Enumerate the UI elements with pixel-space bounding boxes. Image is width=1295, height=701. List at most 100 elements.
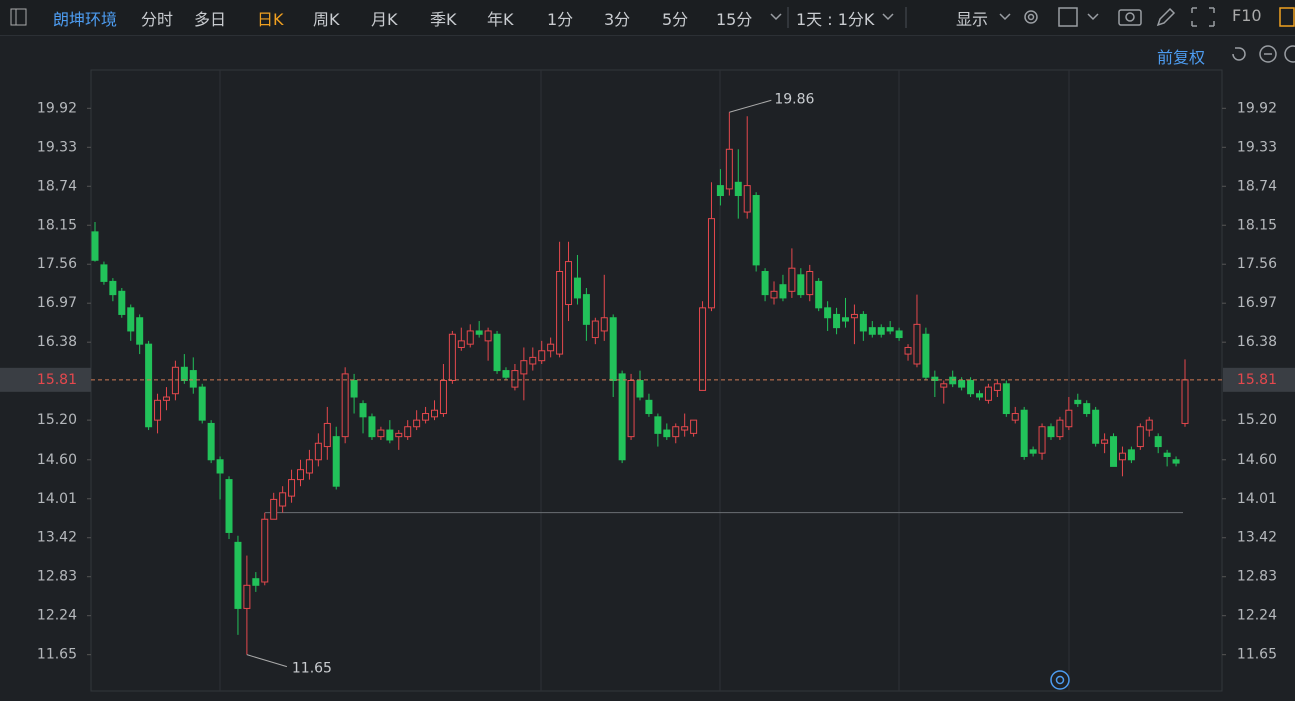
candle-body	[91, 231, 99, 261]
candle-body	[565, 261, 573, 306]
candle-body	[591, 320, 599, 339]
display[interactable]: 显示	[956, 10, 989, 29]
candle-body	[368, 416, 376, 438]
y-tick-label: 15.20	[1237, 412, 1277, 428]
period[interactable]: 年K	[487, 10, 514, 29]
candle-body	[922, 333, 930, 378]
y-tick-label: 18.15	[1237, 217, 1277, 233]
candle-body	[618, 373, 626, 461]
candle-body	[699, 307, 707, 391]
candle-body	[431, 409, 439, 418]
high-annotation: 19.86	[774, 91, 814, 107]
candle-body	[833, 313, 841, 329]
candle-body	[636, 380, 644, 398]
candle-body	[1154, 436, 1162, 448]
y-tick-label: 12.83	[37, 569, 77, 585]
candle-body	[547, 343, 555, 352]
last-price-box	[0, 367, 91, 392]
candle-body	[422, 413, 430, 421]
period[interactable]: 周K	[313, 10, 340, 29]
candle-body	[993, 383, 1001, 391]
candle-body	[904, 346, 912, 355]
period[interactable]: 3分	[604, 10, 631, 29]
period[interactable]: 月K	[371, 10, 398, 29]
candle-body	[761, 270, 769, 296]
candle-body	[386, 429, 394, 441]
period[interactable]: 5分	[662, 10, 689, 29]
candle-body	[350, 380, 358, 398]
period[interactable]: 1分	[547, 10, 574, 29]
y-tick-label: 14.01	[1237, 491, 1277, 507]
y-tick-label: 13.42	[1237, 530, 1277, 546]
candle-body	[1145, 419, 1153, 431]
chart: 19.92 19.92 19.33 19.33 18.74 18.74 18.15 18.15…	[0, 69, 1295, 692]
plot-frame	[90, 69, 1223, 692]
adjust[interactable]: 前复权	[1157, 48, 1206, 67]
candle-body	[154, 399, 162, 421]
candle-body	[770, 290, 778, 299]
candle-body	[600, 317, 608, 332]
candle-body	[1047, 426, 1055, 438]
candle-body	[743, 185, 751, 213]
low-annotation: 11.65	[292, 661, 332, 677]
candle-body	[493, 333, 501, 372]
candle-body	[690, 419, 698, 434]
candle-body	[1163, 452, 1171, 457]
candle-body	[511, 370, 519, 388]
candle-body	[797, 274, 805, 296]
chart-controls[interactable]	[1225, 40, 1295, 70]
candle-body	[377, 429, 385, 438]
candle-body	[681, 426, 689, 431]
candle-body	[841, 317, 849, 322]
period[interactable]: 15分	[716, 10, 753, 29]
candle-body	[341, 373, 349, 438]
candle-body	[609, 317, 617, 381]
y-tick-label: 18.15	[37, 217, 77, 233]
toolbar: 朗坤环境 分时 多日 日K 周K 月K 季K 年K 1分 3分 5分 15分 1…	[0, 0, 1295, 36]
candle-body	[877, 327, 885, 335]
period[interactable]: 季K	[430, 10, 457, 29]
y-tick-label: 14.60	[37, 452, 77, 468]
candle-body	[734, 181, 742, 197]
candle-body	[582, 294, 590, 325]
interval[interactable]: 1天 : 1分K	[796, 10, 875, 29]
candle-body	[448, 333, 456, 381]
y-tick-label: 16.38	[37, 334, 77, 350]
candle-body	[1029, 449, 1037, 454]
candle-body	[573, 277, 581, 299]
candle-body	[180, 366, 188, 381]
candle-body	[207, 422, 215, 461]
candle-body	[976, 393, 984, 398]
candle-body	[439, 380, 447, 415]
period[interactable]: 日K	[257, 10, 284, 29]
candle-body	[859, 313, 867, 332]
candle-body	[1020, 409, 1028, 457]
candle-body	[779, 284, 787, 299]
candle-body	[261, 518, 269, 583]
y-tick-label: 15.20	[37, 412, 77, 428]
candle-body	[234, 541, 242, 609]
candle-body	[654, 416, 662, 434]
sidebar-icon[interactable]	[8, 0, 38, 35]
candle-body	[171, 366, 179, 395]
candle-body	[868, 327, 876, 335]
y-tick-label: 16.97	[37, 295, 77, 311]
annotation-line	[246, 654, 288, 668]
candle-body	[484, 330, 492, 342]
y-tick-label: 14.60	[1237, 452, 1277, 468]
candle-body	[189, 370, 197, 388]
y-tick-label: 19.33	[1237, 139, 1277, 155]
locate-icon[interactable]	[1050, 670, 1070, 690]
y-tick-label: 11.65	[37, 647, 77, 663]
candle-body	[716, 185, 724, 197]
stock-name[interactable]: 朗坤环境	[53, 10, 118, 29]
f10[interactable]: F10	[1232, 6, 1262, 25]
last-price-label: 15.81	[1237, 372, 1277, 388]
candle-body	[198, 386, 206, 421]
period[interactable]: 分时	[141, 10, 174, 29]
candle-body	[725, 148, 733, 190]
period[interactable]: 多日	[194, 10, 227, 29]
y-tick-label: 12.83	[1237, 569, 1277, 585]
candle-body	[502, 370, 510, 378]
